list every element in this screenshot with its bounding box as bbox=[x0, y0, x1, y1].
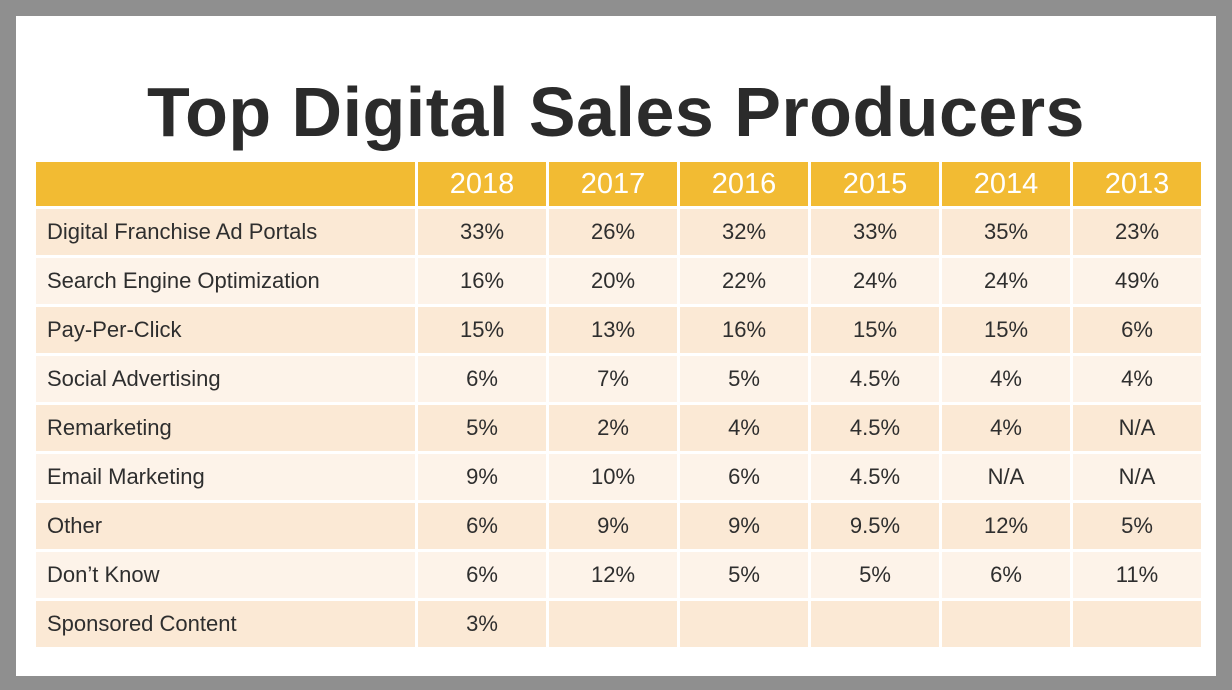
column-header-2016: 2016 bbox=[680, 162, 808, 206]
value-cell: 7% bbox=[549, 356, 677, 402]
table-row: Search Engine Optimization 16% 20% 22% 24% 24… bbox=[36, 258, 1201, 304]
table-row: Sponsored Content 3% bbox=[36, 601, 1201, 647]
value-cell: N/A bbox=[942, 454, 1070, 500]
value-cell: 9.5% bbox=[811, 503, 939, 549]
table-row: Email Marketing 9% 10% 6% 4.5% N/A N/A bbox=[36, 454, 1201, 500]
chart-title: Top Digital Sales Producers bbox=[147, 73, 1085, 151]
value-cell: 11% bbox=[1073, 552, 1201, 598]
value-cell: 4% bbox=[1073, 356, 1201, 402]
table-row: Social Advertising 6% 7% 5% 4.5% 4% 4% bbox=[36, 356, 1201, 402]
value-cell: 4% bbox=[942, 356, 1070, 402]
value-cell: 6% bbox=[418, 503, 546, 549]
value-cell: 15% bbox=[811, 307, 939, 353]
value-cell: 4.5% bbox=[811, 356, 939, 402]
table-row: Other 6% 9% 9% 9.5% 12% 5% bbox=[36, 503, 1201, 549]
value-cell: 20% bbox=[549, 258, 677, 304]
value-cell: 10% bbox=[549, 454, 677, 500]
value-cell: 4% bbox=[680, 405, 808, 451]
row-label: Digital Franchise Ad Portals bbox=[36, 209, 415, 255]
column-header-2017: 2017 bbox=[549, 162, 677, 206]
row-label: Search Engine Optimization bbox=[36, 258, 415, 304]
column-header-2015: 2015 bbox=[811, 162, 939, 206]
value-cell bbox=[942, 601, 1070, 647]
value-cell: 15% bbox=[942, 307, 1070, 353]
value-cell: 6% bbox=[942, 552, 1070, 598]
header-corner-cell bbox=[36, 162, 415, 206]
row-label: Email Marketing bbox=[36, 454, 415, 500]
value-cell: 4% bbox=[942, 405, 1070, 451]
value-cell: 24% bbox=[942, 258, 1070, 304]
value-cell: 49% bbox=[1073, 258, 1201, 304]
column-header-2013: 2013 bbox=[1073, 162, 1201, 206]
data-table: 2018 2017 2016 2015 2014 2013 Digital Franchi… bbox=[33, 159, 1204, 650]
value-cell: 5% bbox=[418, 405, 546, 451]
value-cell: N/A bbox=[1073, 454, 1201, 500]
value-cell: 5% bbox=[680, 356, 808, 402]
value-cell: 16% bbox=[418, 258, 546, 304]
row-label: Don’t Know bbox=[36, 552, 415, 598]
value-cell: 23% bbox=[1073, 209, 1201, 255]
value-cell: 5% bbox=[811, 552, 939, 598]
row-label: Remarketing bbox=[36, 405, 415, 451]
header-row: 2018 2017 2016 2015 2014 2013 bbox=[36, 162, 1201, 206]
value-cell: 2% bbox=[549, 405, 677, 451]
column-header-2014: 2014 bbox=[942, 162, 1070, 206]
value-cell bbox=[811, 601, 939, 647]
table-row: Don’t Know 6% 12% 5% 5% 6% 11% bbox=[36, 552, 1201, 598]
value-cell: 12% bbox=[549, 552, 677, 598]
row-label: Pay-Per-Click bbox=[36, 307, 415, 353]
value-cell: 6% bbox=[418, 356, 546, 402]
value-cell: 15% bbox=[418, 307, 546, 353]
table-row: Remarketing 5% 2% 4% 4.5% 4% N/A bbox=[36, 405, 1201, 451]
value-cell: 22% bbox=[680, 258, 808, 304]
value-cell: 3% bbox=[418, 601, 546, 647]
value-cell: 16% bbox=[680, 307, 808, 353]
value-cell bbox=[680, 601, 808, 647]
column-header-2018: 2018 bbox=[418, 162, 546, 206]
row-label: Sponsored Content bbox=[36, 601, 415, 647]
value-cell: 32% bbox=[680, 209, 808, 255]
value-cell: 33% bbox=[811, 209, 939, 255]
table-row: Pay-Per-Click 15% 13% 16% 15% 15% 6% bbox=[36, 307, 1201, 353]
value-cell: 4.5% bbox=[811, 405, 939, 451]
value-cell: 26% bbox=[549, 209, 677, 255]
value-cell: 9% bbox=[680, 503, 808, 549]
value-cell: 5% bbox=[680, 552, 808, 598]
value-cell: 24% bbox=[811, 258, 939, 304]
table-row: Digital Franchise Ad Portals 33% 26% 32% 33%… bbox=[36, 209, 1201, 255]
slide-panel: Top Digital Sales Producers 2018 2017 2016… bbox=[16, 16, 1216, 676]
value-cell: 13% bbox=[549, 307, 677, 353]
value-cell: 12% bbox=[942, 503, 1070, 549]
value-cell bbox=[1073, 601, 1201, 647]
value-cell bbox=[549, 601, 677, 647]
value-cell: N/A bbox=[1073, 405, 1201, 451]
row-label: Other bbox=[36, 503, 415, 549]
row-label: Social Advertising bbox=[36, 356, 415, 402]
value-cell: 6% bbox=[1073, 307, 1201, 353]
value-cell: 35% bbox=[942, 209, 1070, 255]
value-cell: 5% bbox=[1073, 503, 1201, 549]
value-cell: 9% bbox=[549, 503, 677, 549]
value-cell: 33% bbox=[418, 209, 546, 255]
value-cell: 4.5% bbox=[811, 454, 939, 500]
value-cell: 6% bbox=[680, 454, 808, 500]
value-cell: 6% bbox=[418, 552, 546, 598]
value-cell: 9% bbox=[418, 454, 546, 500]
